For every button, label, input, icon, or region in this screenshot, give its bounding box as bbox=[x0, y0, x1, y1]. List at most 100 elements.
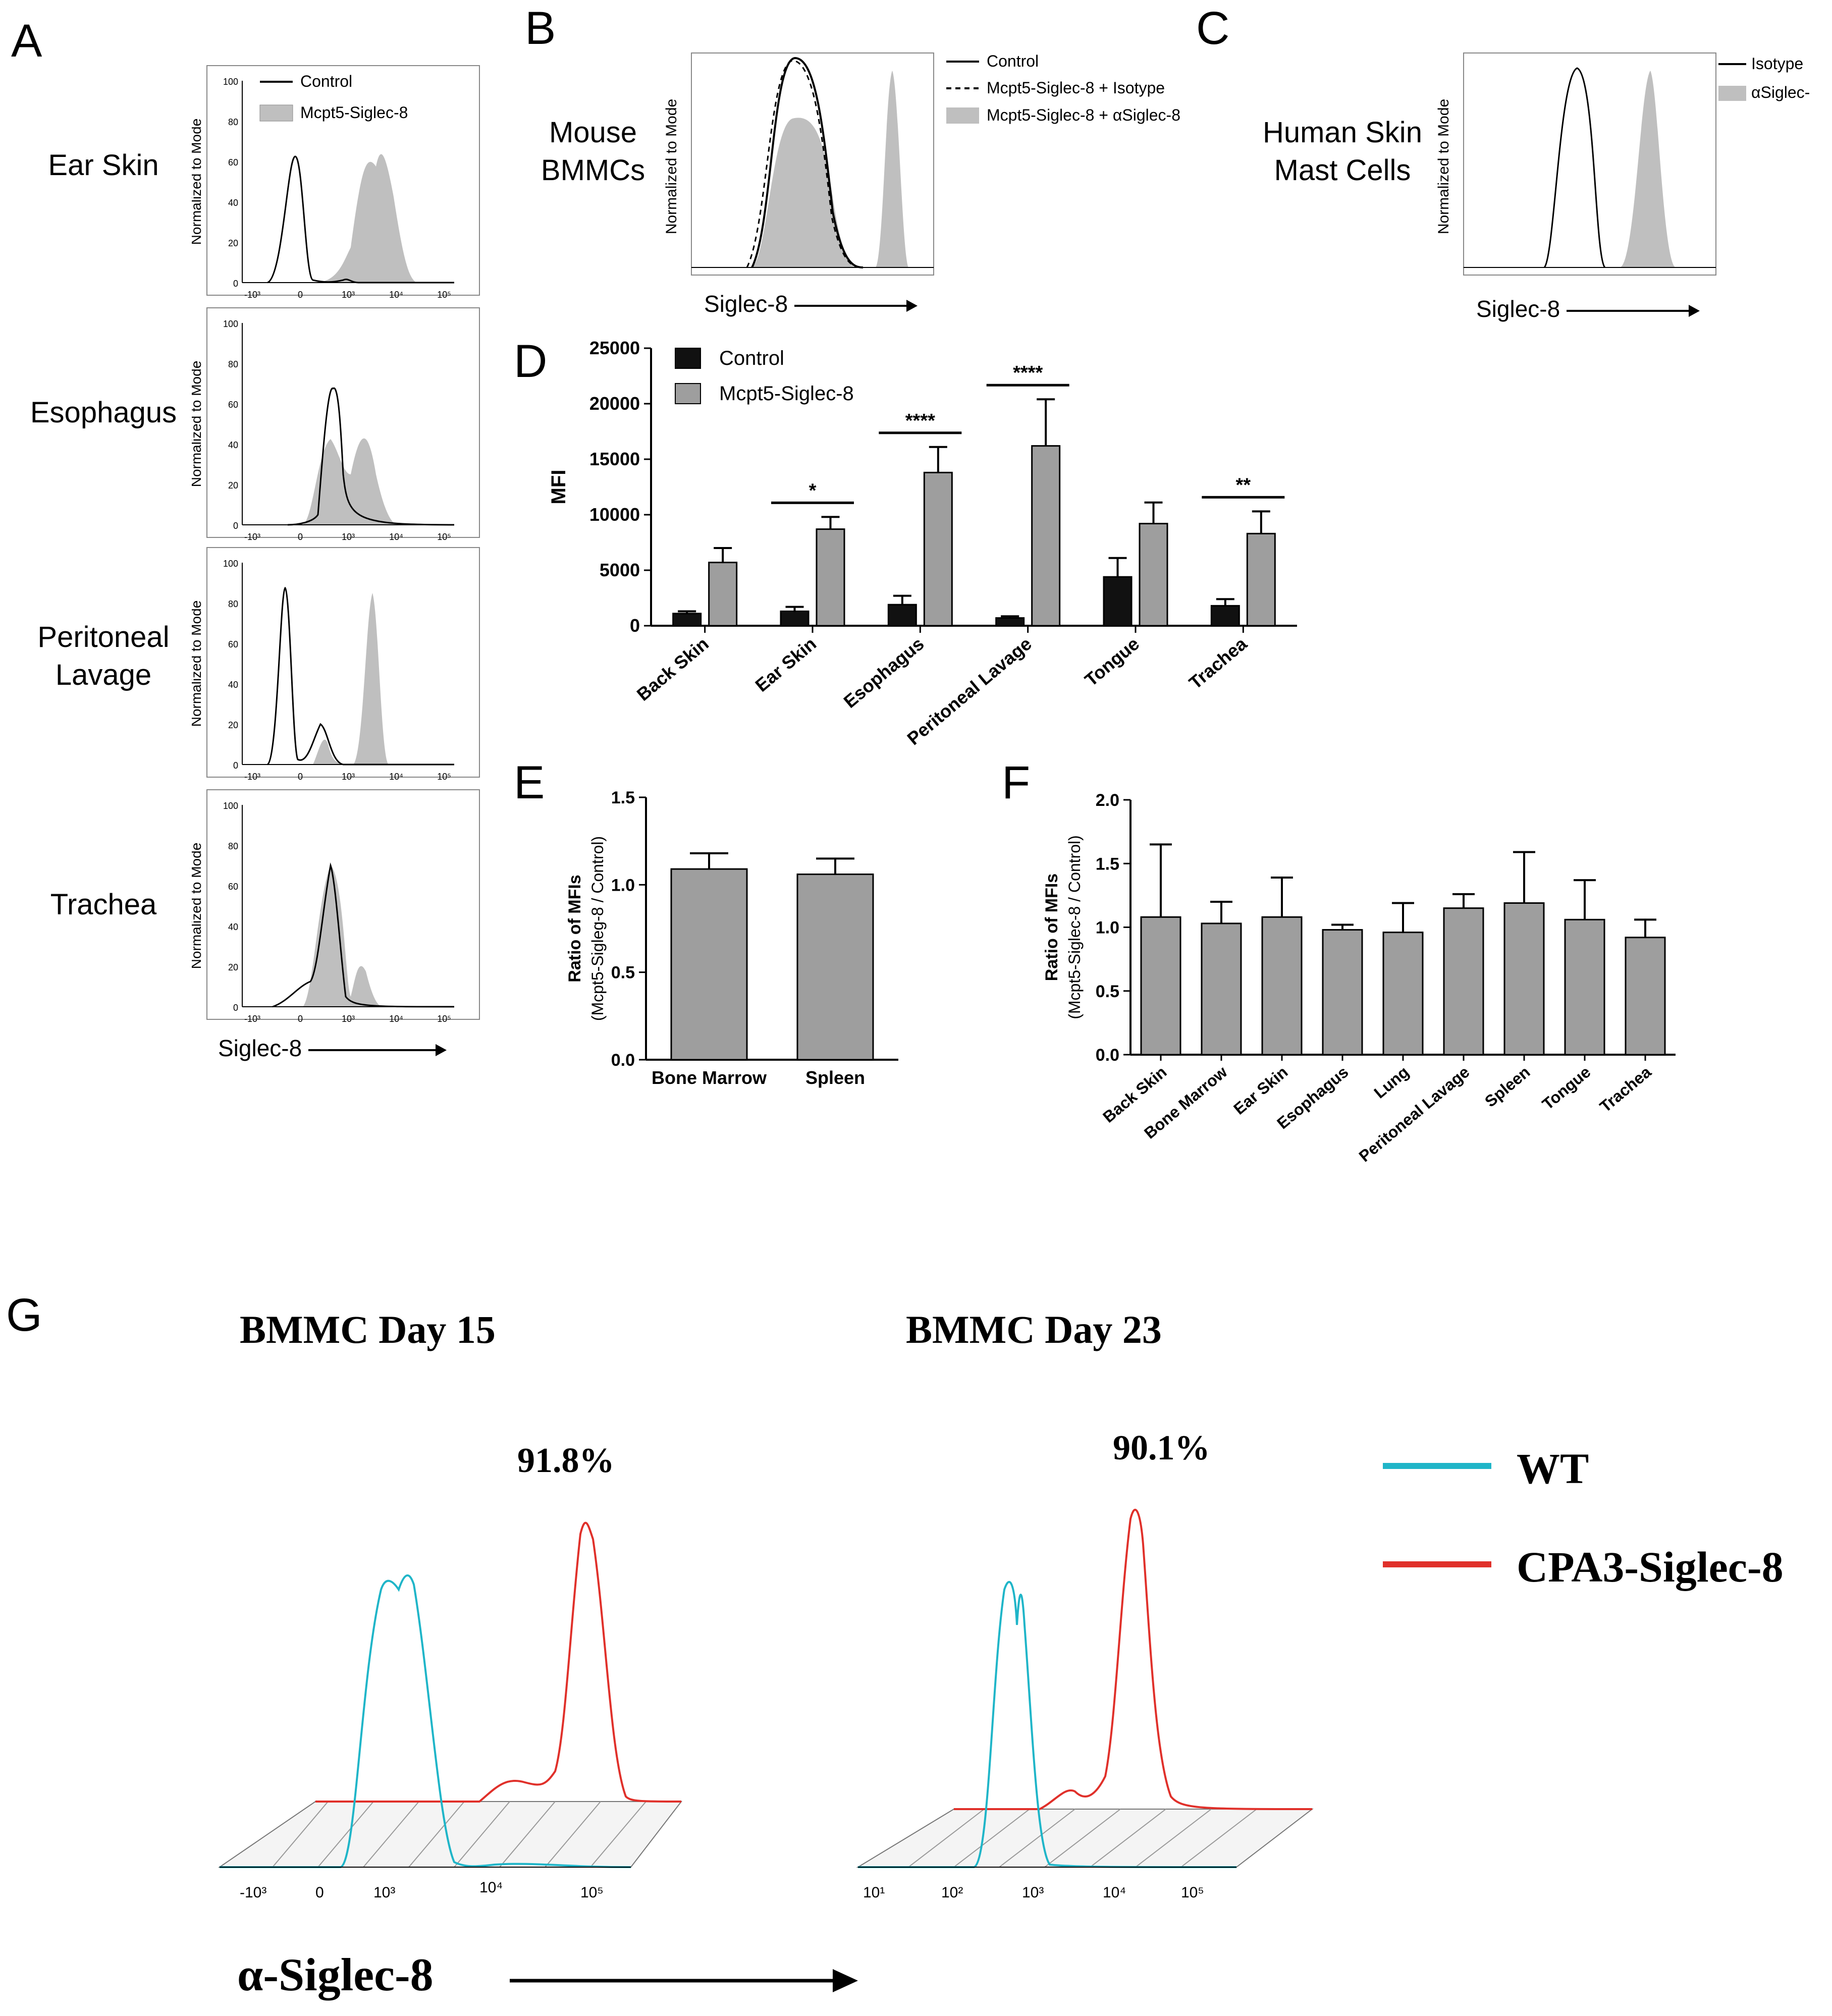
hist-trace-mcpt5 bbox=[303, 438, 399, 525]
panel-c-legend bbox=[1718, 63, 1746, 101]
tick-label: 0 bbox=[233, 279, 238, 289]
tick-label: 10¹ bbox=[863, 1884, 885, 1901]
tick-label: -10³ bbox=[244, 532, 260, 542]
legend-label: Mcpt5-Siglec-8 + Isotype bbox=[987, 79, 1165, 97]
bar bbox=[780, 610, 810, 627]
panel-a-row-label: Ear Skin bbox=[10, 146, 197, 184]
tick-label: 10⁴ bbox=[389, 532, 403, 542]
tick-label: 10⁴ bbox=[479, 1879, 503, 1896]
panel-f-chart: 0.0 0.5 1.0 1.5 2.0 Ratio of MFIs (Mcpt5-Sigle… bbox=[1042, 791, 1676, 1165]
bar bbox=[995, 617, 1025, 627]
y-axis-label: Ratio of MFIs bbox=[565, 875, 584, 982]
row-label-line: Lavage bbox=[55, 659, 152, 692]
x-tick-label: Ear Skin bbox=[751, 633, 820, 696]
x-tick-label: Bone Marrow bbox=[652, 1067, 767, 1088]
tick-label: 80 bbox=[228, 599, 238, 609]
hist-trace-mcpt5 bbox=[303, 865, 384, 1007]
bar bbox=[887, 604, 917, 627]
tick-label: 80 bbox=[228, 841, 238, 851]
panel-a-letter: A bbox=[11, 15, 42, 67]
y-tick-label: 0.5 bbox=[611, 963, 635, 983]
xlabel-text: Siglec-8 bbox=[704, 291, 788, 317]
bar bbox=[1031, 445, 1061, 627]
panel-b-histogram: Normalized to Mode bbox=[663, 52, 934, 276]
panel-b-legend bbox=[946, 61, 979, 124]
panel-d-chart: 0 5000 10000 15000 20000 25000 MFI Back Skin Ear… bbox=[548, 338, 1297, 749]
tick-label: -10³ bbox=[244, 1014, 260, 1024]
row-label-line: Esophagus bbox=[30, 396, 177, 429]
xlabel-text: Siglec-8 bbox=[218, 1035, 302, 1061]
x-tick-label: Esophagus bbox=[839, 633, 928, 712]
legend-label: Control bbox=[300, 72, 353, 90]
y-tick-label: 1.0 bbox=[611, 876, 635, 895]
y-tick-label: 5000 bbox=[600, 560, 640, 580]
hist-trace-alpha-peak bbox=[876, 71, 908, 267]
tick-label: 10² bbox=[941, 1884, 963, 1901]
label-line: BMMCs bbox=[541, 154, 645, 187]
tick-label: 20 bbox=[228, 238, 238, 248]
tick-label: -10³ bbox=[244, 290, 260, 300]
x-tick-label: Spleen bbox=[805, 1067, 865, 1088]
hist-trace-control bbox=[272, 862, 455, 1008]
xlabel-text: α-Siglec-8 bbox=[237, 1949, 434, 2000]
tick-label: 100 bbox=[223, 559, 238, 569]
hist-trace-isotype bbox=[746, 60, 863, 268]
label-line: Mouse bbox=[549, 116, 637, 149]
legend-label: Mcpt5-Siglec-8 bbox=[300, 103, 408, 122]
bar bbox=[708, 562, 738, 627]
y-axis-label-2: (Mcpt5-Siglec-8 / Control) bbox=[1065, 835, 1084, 1019]
bar bbox=[672, 613, 702, 627]
x-tick-label: Tongue bbox=[1539, 1063, 1594, 1113]
bar bbox=[816, 528, 845, 627]
tick-label: -10³ bbox=[240, 1884, 266, 1901]
tick-label: 10³ bbox=[342, 532, 355, 542]
hist-ylabel: Normalized to Mode bbox=[1435, 99, 1452, 234]
legend-label: CPA3-Siglec-8 bbox=[1517, 1543, 1784, 1591]
y-tick-label: 1.0 bbox=[1096, 918, 1119, 938]
hist-ylabel: Normalized to Mode bbox=[192, 361, 204, 487]
tick-label: 10⁵ bbox=[437, 772, 451, 782]
legend-alpha-swatch bbox=[1718, 86, 1746, 101]
x-tick-label: Trachea bbox=[1185, 633, 1251, 693]
hist-trace-mcpt5 bbox=[313, 593, 389, 765]
hist-trace-control bbox=[266, 586, 454, 766]
day15-plot: -10³ 0 10³ 10⁴ 10⁵ bbox=[218, 1521, 683, 1901]
label-line: Human Skin bbox=[1263, 116, 1422, 149]
tick-label: 80 bbox=[228, 359, 238, 369]
legend-label: Isotype bbox=[1751, 55, 1804, 73]
hist-ylabel: Normalized to Mode bbox=[192, 601, 204, 727]
hist-plot: 100 80 60 40 20 0 -10³ 0 10³ 10⁴ 10⁵ bbox=[223, 559, 454, 782]
trace-cpa3-day23 bbox=[954, 1508, 1313, 1810]
row-label-line: Peritoneal bbox=[37, 621, 170, 653]
panel-g-left-title: BMMC Day 15 bbox=[240, 1307, 496, 1351]
panel-g-letter: G bbox=[6, 1289, 42, 1341]
hist-trace-control bbox=[267, 155, 454, 284]
y-tick-label: 1.5 bbox=[611, 788, 635, 807]
panel-d-letter: D bbox=[514, 336, 548, 387]
panel-g-right-percent: 90.1% bbox=[1113, 1429, 1210, 1467]
panel-g-xlabel: α-Siglec-8 bbox=[237, 1948, 434, 2001]
tick-label: 40 bbox=[228, 922, 238, 932]
day23-plot: 10¹ 10² 10³ 10⁴ 10⁵ bbox=[856, 1508, 1314, 1901]
panel-b-letter: B bbox=[525, 3, 556, 54]
tick-label: 40 bbox=[228, 198, 238, 208]
significance-label: * bbox=[809, 480, 817, 501]
tick-label: 0 bbox=[233, 1003, 238, 1013]
significance-label: **** bbox=[1013, 362, 1043, 384]
hist-ylabel: Normalized to Mode bbox=[192, 843, 204, 969]
legend-mcpt5-swatch bbox=[675, 383, 701, 404]
row-label-line: Ear Skin bbox=[48, 149, 159, 182]
bar bbox=[670, 868, 748, 1061]
panel-a-row-label: Trachea bbox=[10, 886, 197, 923]
bar bbox=[1140, 916, 1181, 1056]
tick-label: 0 bbox=[233, 521, 238, 531]
tick-label: 10⁵ bbox=[437, 1014, 451, 1024]
legend-label: WT bbox=[1517, 1444, 1589, 1493]
hist-trace-control bbox=[751, 57, 864, 268]
legend-mcpt5-swatch bbox=[259, 104, 293, 122]
y-tick-label: 0.0 bbox=[611, 1051, 635, 1070]
bar bbox=[1625, 937, 1666, 1056]
